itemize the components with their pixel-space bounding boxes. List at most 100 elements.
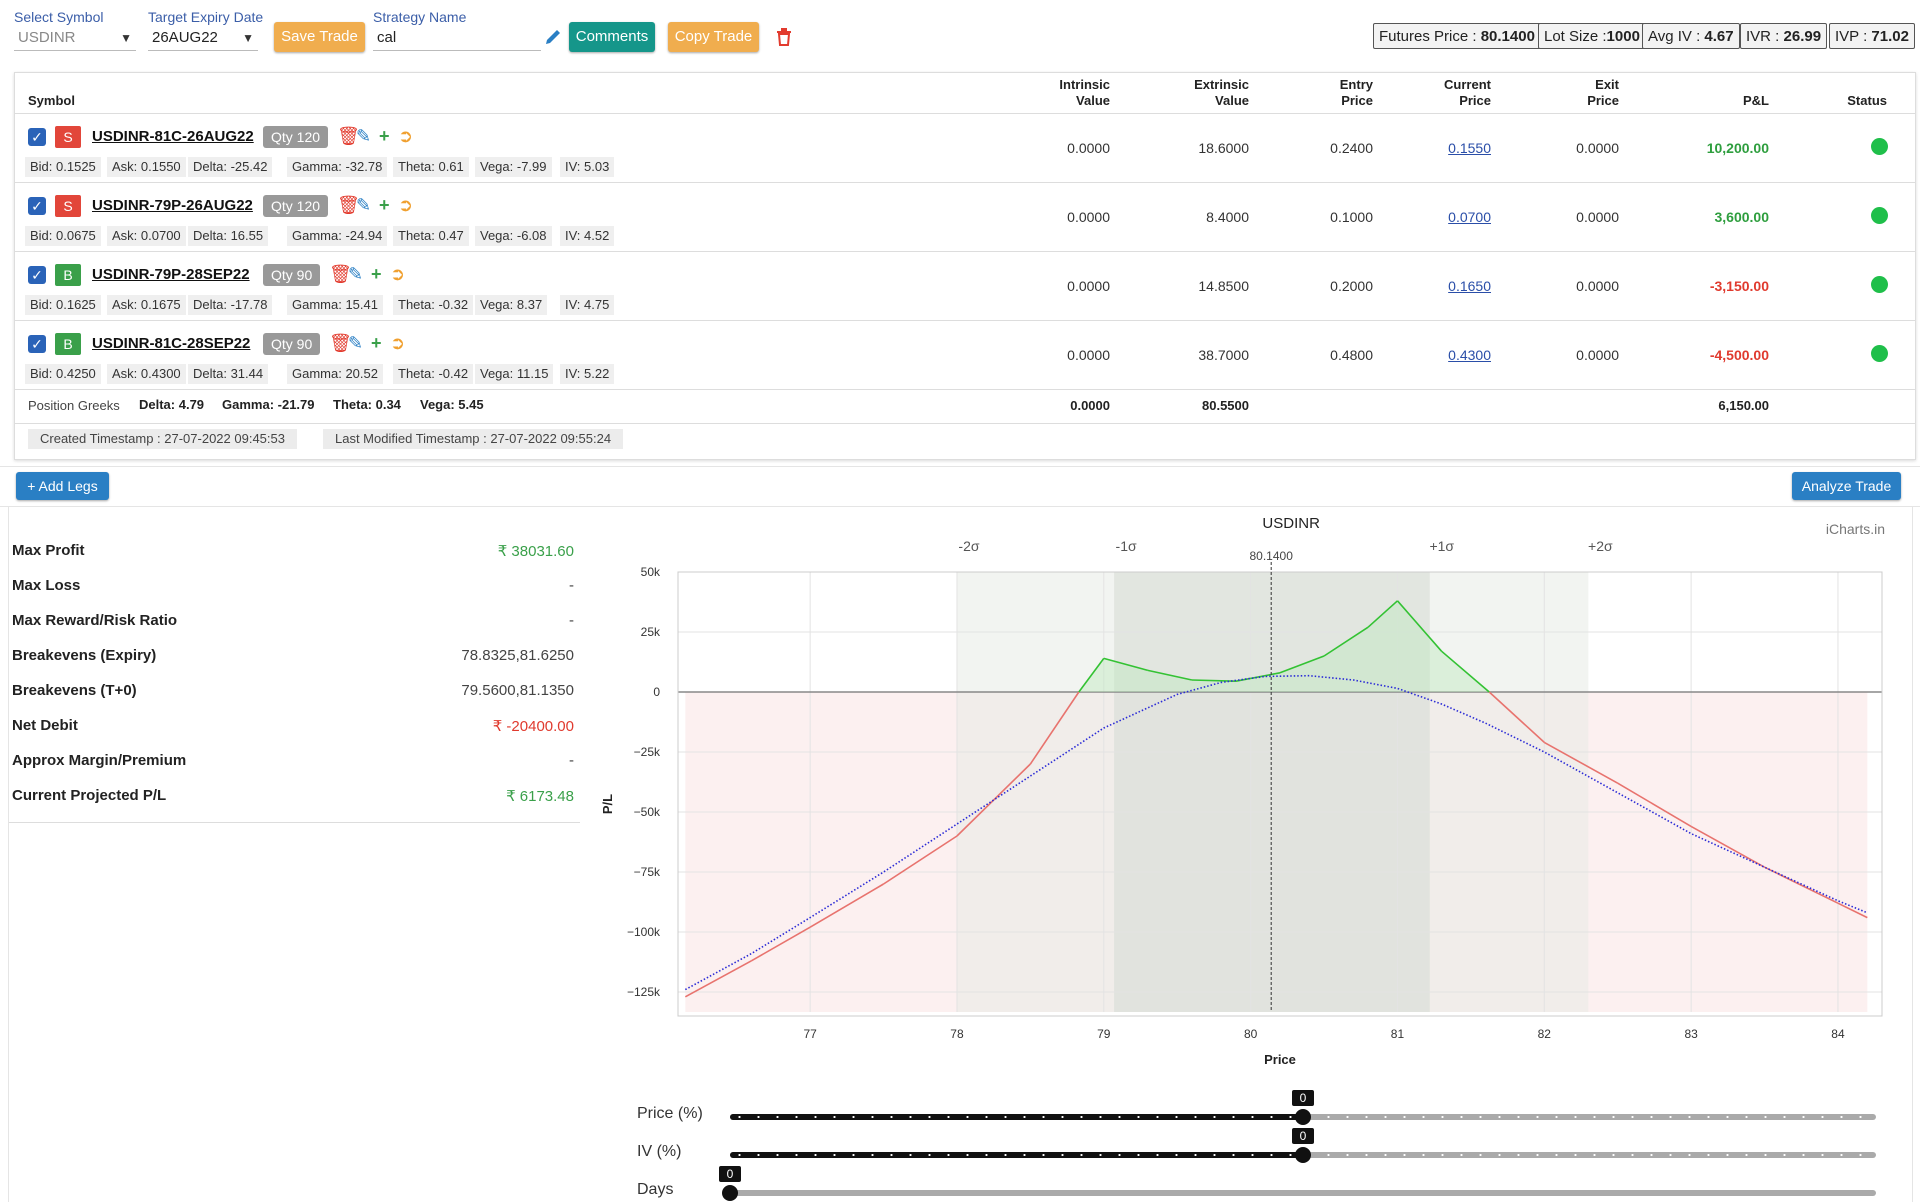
copy-trade-button[interactable]: Copy Trade (668, 22, 759, 52)
leg-checkbox[interactable]: ✓ (28, 128, 46, 146)
leg-symbol-link[interactable]: USDINR-81C-28SEP22 (92, 335, 251, 352)
leg-checkbox[interactable]: ✓ (28, 266, 46, 284)
days-slider[interactable]: 0 (719, 1166, 1876, 1201)
pencil-icon[interactable] (544, 28, 562, 46)
bid-value: Bid: 0.1625 (25, 295, 101, 315)
intrinsic-value: 0.0000 (1067, 140, 1110, 156)
add-legs-button[interactable]: + Add Legs (16, 472, 109, 500)
expiry-pl-segment (1029, 691, 1080, 765)
exit-icon[interactable]: ➲ (398, 126, 414, 146)
status-indicator (1871, 345, 1888, 362)
iv-slider-handle[interactable] (1295, 1147, 1311, 1163)
summary-row: Breakevens (Expiry) 78.8325,81.6250 (12, 641, 574, 669)
leg-symbol-link[interactable]: USDINR-79P-26AUG22 (92, 197, 253, 214)
header-extrinsic: Extrinsic Value (1194, 77, 1249, 108)
current-price-link[interactable]: 0.1650 (1448, 278, 1491, 294)
position-greeks-label: Position Greeks (28, 398, 120, 413)
theta-value: Theta: 0.47 (393, 226, 469, 246)
price-slider-value: 0 (1292, 1090, 1314, 1106)
iv-value: IV: 5.03 (560, 157, 615, 177)
vega-value: Vega: 8.37 (475, 295, 548, 315)
qty-badge[interactable]: Qty 90 (263, 264, 321, 286)
qty-badge[interactable]: Qty 120 (263, 195, 329, 217)
leg-checkbox[interactable]: ✓ (28, 335, 46, 353)
pencil-icon[interactable]: ✎ (356, 126, 372, 146)
summary-value: - (569, 752, 574, 769)
trash-icon[interactable] (776, 28, 792, 46)
bid-value: Bid: 0.1525 (25, 157, 101, 177)
current-price-link[interactable]: 0.1550 (1448, 140, 1491, 156)
delta-value: Delta: 16.55 (188, 226, 269, 246)
exit-icon[interactable]: ➲ (398, 195, 414, 215)
trash-icon[interactable]: 🗑 (329, 333, 352, 353)
summary-label: Net Debit (12, 717, 78, 734)
payoff-chart: 77 78 79 80 81 82 83 84 50k 25k 0 −25k −50k −75k −100k… (600, 515, 1885, 1067)
price-slider[interactable]: 0 (730, 1090, 1876, 1125)
x-axis-title: Price (1264, 1052, 1296, 1067)
header-exit: Exit Price (1587, 77, 1619, 108)
leg-symbol-link[interactable]: USDINR-79P-28SEP22 (92, 266, 250, 283)
iv-value: IV: 5.22 (560, 364, 615, 384)
futures-price-stat: Futures Price : 80.1400 (1373, 23, 1541, 49)
symbol-select-value: USDINR (18, 29, 76, 46)
symbol-select[interactable]: USDINR ▼ (14, 25, 136, 51)
y-tick-label: −75k (634, 865, 661, 879)
x-tick-label: 81 (1391, 1027, 1405, 1041)
side-badge: S (55, 126, 81, 148)
ask-value: Ask: 0.0700 (107, 226, 186, 246)
x-tick-label: 77 (803, 1027, 817, 1041)
pencil-icon[interactable]: ✎ (348, 264, 364, 284)
comments-button[interactable]: Comments (569, 22, 655, 52)
expiry-select[interactable]: 26AUG22 ▼ (148, 25, 258, 51)
x-tick-label: 84 (1831, 1027, 1845, 1041)
trash-icon[interactable]: 🗑 (329, 264, 352, 284)
status-indicator (1871, 207, 1888, 224)
watermark: iCharts.in (1826, 521, 1885, 537)
trash-icon[interactable]: 🗑 (337, 195, 360, 215)
plus-icon[interactable]: + (379, 126, 390, 146)
plus-icon[interactable]: + (371, 333, 382, 353)
price-slider-handle[interactable] (1295, 1109, 1311, 1125)
extrinsic-value: 38.7000 (1198, 347, 1249, 363)
strategy-name-label: Strategy Name (373, 9, 467, 25)
qty-badge[interactable]: Qty 120 (263, 126, 329, 148)
summary-value: ₹ 38031.60 (497, 543, 574, 560)
y-tick-label: −50k (634, 805, 661, 819)
lot-size-stat: Lot Size :1000 (1538, 23, 1646, 49)
created-timestamp: Created Timestamp : 27-07-2022 09:45:53 (28, 429, 297, 449)
plus-icon[interactable]: + (379, 195, 390, 215)
iv-slider[interactable]: 0 (730, 1128, 1876, 1163)
x-tick-label: 80 (1244, 1027, 1258, 1041)
expiry-pl-segment (1488, 691, 1545, 743)
position-theta: Theta: 0.34 (333, 397, 401, 412)
theta-value: Theta: 0.61 (393, 157, 469, 177)
exit-icon[interactable]: ➲ (390, 264, 406, 284)
trash-icon[interactable]: 🗑 (337, 126, 360, 146)
save-trade-button[interactable]: Save Trade (274, 22, 365, 52)
expiry-pl-segment (1367, 600, 1398, 628)
y-tick-label: −125k (627, 985, 661, 999)
ask-value: Ask: 0.1550 (107, 157, 186, 177)
chart-title: USDINR (1262, 515, 1320, 532)
expiry-pl-segment (1279, 655, 1325, 674)
current-price-link[interactable]: 0.4300 (1448, 347, 1491, 363)
sigma-label: +2σ (1588, 538, 1613, 554)
y-axis-title: P/L (600, 794, 615, 814)
summary-value: 79.5600,81.1350 (461, 682, 574, 699)
pencil-icon[interactable]: ✎ (348, 333, 364, 353)
summary-row: Net Debit ₹ -20400.00 (12, 711, 574, 739)
pencil-icon[interactable]: ✎ (356, 195, 372, 215)
leg-symbol-link[interactable]: USDINR-81C-26AUG22 (92, 128, 254, 145)
days-slider-handle[interactable] (722, 1185, 738, 1201)
exit-icon[interactable]: ➲ (390, 333, 406, 353)
expiry-pl-segment (1235, 672, 1281, 682)
plus-icon[interactable]: + (371, 264, 382, 284)
qty-badge[interactable]: Qty 90 (263, 333, 321, 355)
header-entry: Entry Price (1339, 77, 1373, 108)
current-price-link[interactable]: 0.0700 (1448, 209, 1491, 225)
analyze-trade-button[interactable]: Analyze Trade (1792, 472, 1901, 500)
vega-value: Vega: -7.99 (475, 157, 552, 177)
leg-checkbox[interactable]: ✓ (28, 197, 46, 215)
summary-value: 78.8325,81.6250 (461, 647, 574, 664)
strategy-name-input[interactable]: cal (373, 25, 541, 51)
